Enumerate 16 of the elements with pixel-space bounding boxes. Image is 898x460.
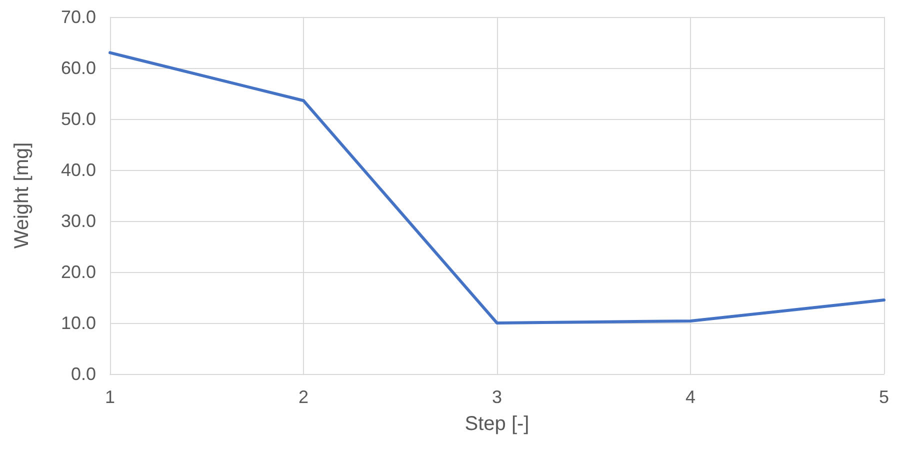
y-tick-label: 70.0: [60, 7, 96, 27]
x-tick-label: 3: [492, 387, 502, 407]
line-series: [108, 51, 886, 324]
x-tick-label: 4: [685, 387, 696, 407]
x-axis-title: Step [-]: [464, 413, 530, 435]
y-axis-title: Weight [mg]: [11, 142, 33, 249]
x-tick-label: 2: [298, 387, 309, 407]
y-tick-label: 50.0: [60, 109, 96, 129]
y-tick-label: 30.0: [60, 211, 96, 231]
y-tick-label: 60.0: [60, 58, 96, 78]
y-tick-label: 10.0: [60, 313, 96, 333]
x-tick-label: 1: [104, 387, 116, 407]
x-tick-label: 5: [878, 387, 890, 407]
y-tick-label: 20.0: [60, 262, 96, 282]
y-tick-label: 40.0: [60, 160, 96, 180]
y-tick-label: 0.0: [70, 364, 96, 384]
